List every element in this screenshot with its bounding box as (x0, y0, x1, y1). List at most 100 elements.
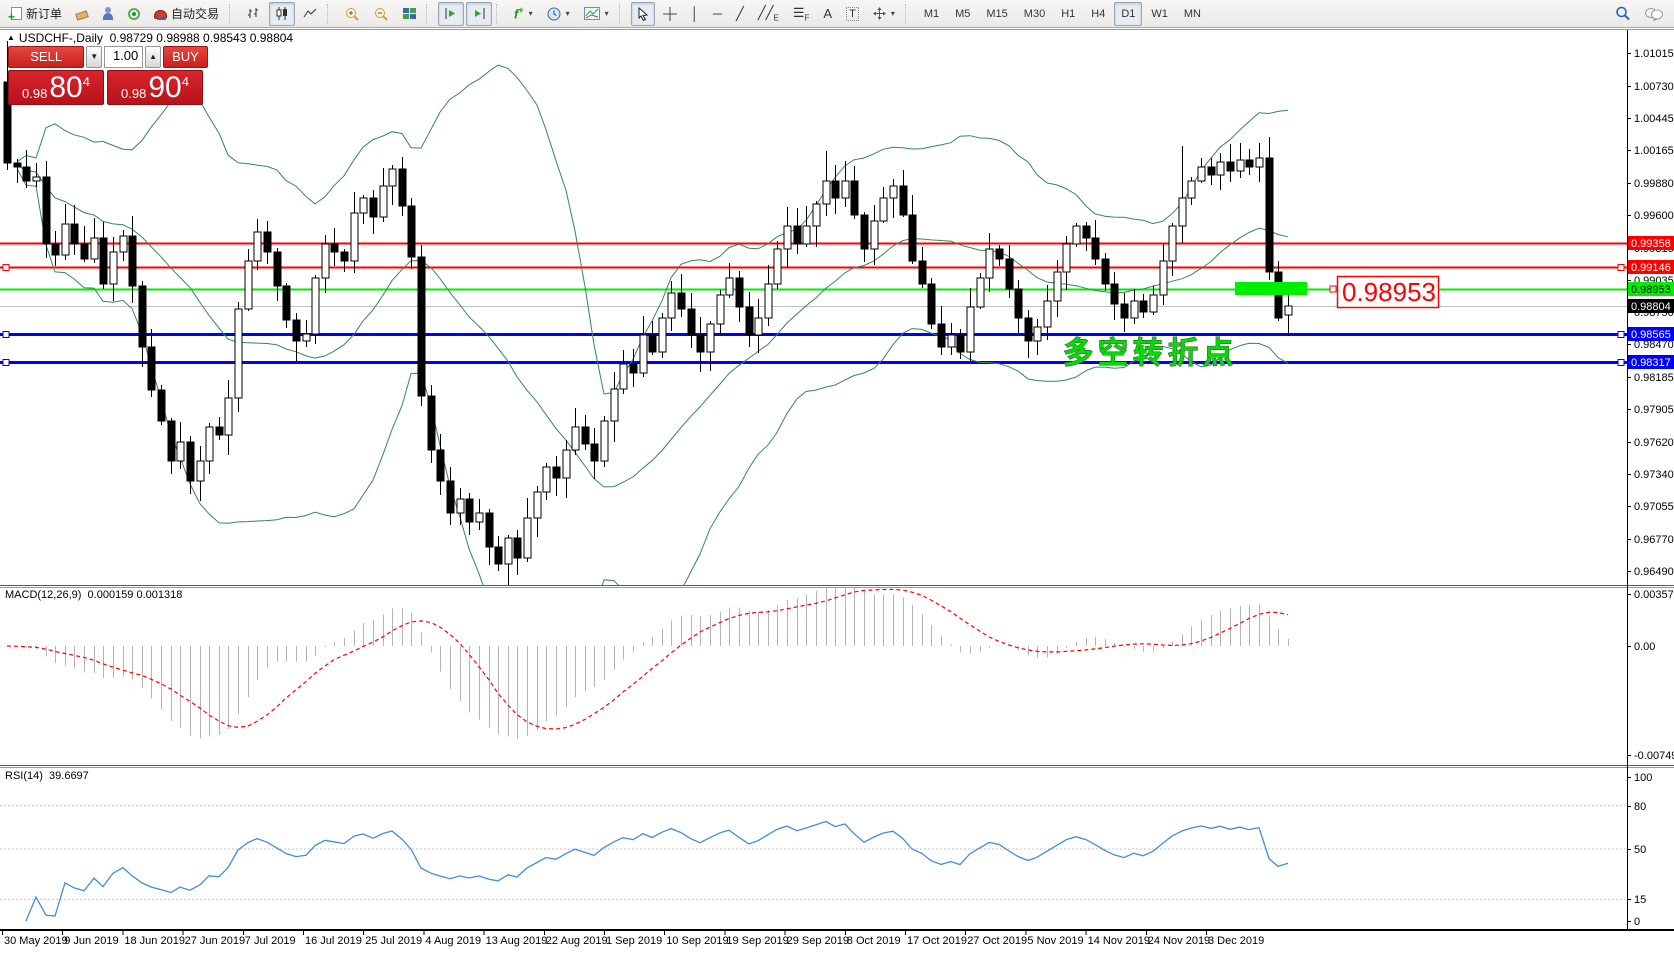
candle-body (687, 308, 696, 336)
timeframe-mn[interactable]: MN (1183, 7, 1201, 20)
level-endpoint-marker[interactable] (1617, 331, 1625, 338)
timeframe-m1[interactable]: M1 (923, 7, 940, 20)
zoom-in-button[interactable] (339, 2, 366, 26)
bollinger-middle-band (16, 164, 1289, 488)
price-annotation-box[interactable] (1336, 275, 1440, 309)
periods-button[interactable]: ▾ (541, 2, 576, 26)
bollinger-lower-band (16, 168, 1289, 585)
candle-body (1284, 305, 1293, 316)
date-tick-label: 8 Oct 2019 (847, 935, 901, 947)
volume-increase-button[interactable]: ▲ (145, 46, 161, 68)
vertical-line-icon: │ (690, 6, 699, 21)
fibonacci-button[interactable]: ☰F (787, 2, 816, 26)
candle-body (927, 283, 936, 325)
zoom-out-button[interactable] (368, 2, 395, 26)
search-button[interactable] (1609, 2, 1637, 26)
pane-frame (0, 29, 1674, 931)
horizontal-line-button[interactable]: ─ (707, 2, 728, 26)
cursor-button[interactable] (630, 1, 655, 26)
trendline-button[interactable]: ╱ (730, 2, 750, 26)
axis-tick-label: 0.98470 (1634, 339, 1674, 351)
axis-tick-label: -0.00749 (1634, 750, 1674, 762)
timeframe-w1[interactable]: W1 (1151, 7, 1168, 20)
buy-button[interactable]: BUY (162, 46, 208, 68)
level-endpoint-marker[interactable] (2, 359, 10, 366)
timeframe-m5[interactable]: M5 (955, 7, 971, 20)
price-tag (1628, 236, 1674, 250)
text-label-button[interactable]: T (840, 2, 865, 26)
sell-button[interactable]: SELL (8, 46, 85, 68)
date-tick-label: 10 Sep 2019 (666, 935, 728, 947)
date-tick-label: 30 May 2019 (4, 935, 68, 947)
price-axis[interactable]: 1.01015 1.00730 1.00445 1.00165 0.99880 0.996… (1627, 48, 1674, 928)
horizontal-level-lines[interactable] (0, 242, 1627, 366)
candle-body (889, 185, 898, 199)
dropdown-caret-icon: ▾ (890, 9, 895, 18)
line-chart-button[interactable] (297, 2, 323, 26)
ask-quote-box[interactable]: 0.98 90 4 (107, 70, 203, 105)
auto-scroll-button[interactable] (438, 1, 465, 26)
level-endpoint-marker[interactable] (2, 264, 10, 271)
timeframe-m15[interactable]: M15 (986, 7, 1008, 20)
candlestick-chart-button[interactable] (269, 1, 296, 26)
candle-body (571, 426, 580, 451)
title-ohlc-values: 0.98729 0.98988 0.98543 0.98804 (109, 31, 294, 45)
candle-body (417, 256, 426, 397)
cn-annotation-text: 多空转折点 (1063, 337, 1238, 370)
styler-button[interactable] (70, 2, 94, 26)
candle-body (494, 546, 503, 565)
candle-body (90, 237, 99, 260)
date-tick-label: 3 Dec 2019 (1208, 935, 1264, 947)
candle-body (841, 180, 850, 199)
candle-body (359, 197, 368, 214)
level-endpoint-marker[interactable] (1617, 264, 1625, 271)
macd-chart-pane[interactable] (0, 588, 1627, 765)
arrows-button[interactable]: ▾ (867, 2, 901, 26)
candle-body (427, 395, 436, 451)
rsi-value: 39.6697 (49, 770, 89, 782)
timeframe-h4[interactable]: H4 (1091, 7, 1106, 20)
level-endpoint-marker[interactable] (2, 331, 10, 338)
annotation-anchor-marker (1329, 285, 1337, 293)
volume-decrease-button[interactable]: ▼ (86, 46, 103, 68)
timeframe-m30[interactable]: M30 (1023, 7, 1046, 20)
chat-button[interactable] (1639, 2, 1669, 26)
dropdown-caret-icon: ▾ (528, 9, 533, 18)
channel-button[interactable]: ╱╱E (752, 2, 785, 26)
tile-windows-button[interactable] (397, 2, 422, 26)
price-tag-label: 0.99146 (1631, 262, 1671, 274)
zoom-out-icon (375, 7, 388, 21)
profile-button[interactable] (96, 2, 120, 26)
price-tag-label: 0.99358 (1631, 238, 1671, 250)
indicators-button[interactable]: f+ ▾ (508, 2, 539, 26)
bid-quote-box[interactable]: 0.98 80 4 (8, 70, 104, 105)
chart-shift-button[interactable] (466, 1, 493, 26)
bar-chart-button[interactable] (241, 2, 267, 26)
new-order-button[interactable]: 新订单 (5, 2, 68, 26)
indicators-icon: f+ (514, 5, 524, 22)
candle-body (1033, 326, 1042, 342)
signals-button[interactable] (122, 2, 146, 26)
templates-button[interactable]: ▾ (578, 2, 615, 26)
highlight-zone-rectangle[interactable] (1235, 282, 1307, 295)
candle-body (475, 512, 484, 523)
candle-body (244, 260, 253, 310)
level-endpoint-marker[interactable] (1617, 359, 1625, 366)
text-button[interactable]: A (817, 2, 838, 26)
volume-input[interactable]: 1.00 (104, 46, 144, 68)
candle-body (446, 480, 455, 514)
axis-tick-label: 0.96490 (1634, 566, 1674, 578)
timeframe-h1[interactable]: H1 (1061, 7, 1076, 20)
candle-body (504, 537, 513, 565)
toolbar-separator (618, 3, 626, 24)
candle-body (196, 460, 205, 482)
autotrade-button[interactable]: 自动交易 (148, 2, 225, 26)
candle-body (99, 237, 108, 285)
timeframe-d1[interactable]: D1 (1114, 1, 1143, 26)
candle-body (639, 334, 648, 374)
vertical-line-button[interactable]: │ (685, 2, 705, 26)
candle-body (899, 185, 908, 216)
crosshair-button[interactable] (657, 2, 683, 26)
